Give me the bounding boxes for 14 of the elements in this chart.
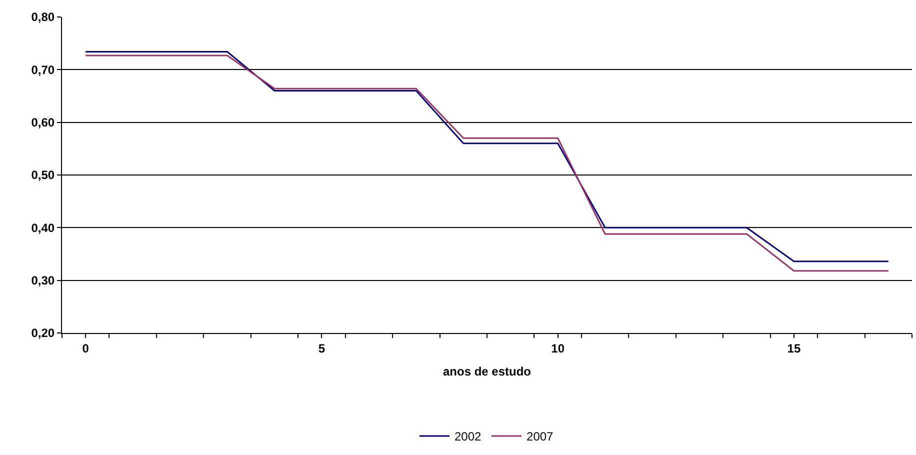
y-tick-label: 0,70	[31, 62, 55, 77]
y-tick-label: 0,30	[31, 274, 55, 288]
x-axis-title: anos de estudo	[442, 364, 532, 378]
x-tick-label: 5	[318, 341, 326, 356]
legend-label: 2002	[454, 430, 482, 444]
y-tick-label: 0,60	[31, 116, 55, 130]
y-tick-label: 0,80	[31, 10, 55, 24]
y-tick-label: 0,50	[31, 168, 55, 182]
y-tick-label: 0,20	[31, 326, 55, 340]
y-tick-label: 0,40	[31, 220, 55, 235]
x-tick-label: 10	[551, 341, 565, 356]
x-tick-label: 0	[82, 341, 90, 356]
x-tick-label: 15	[787, 341, 801, 356]
legend-label: 2007	[526, 430, 554, 444]
